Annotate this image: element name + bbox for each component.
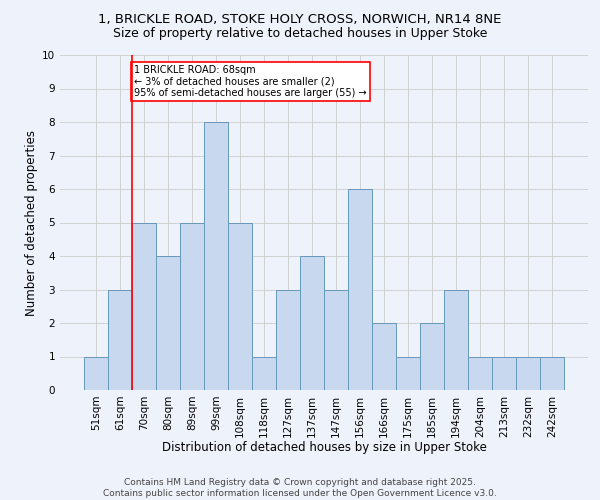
Bar — [132, 222, 156, 390]
Bar — [156, 256, 180, 390]
Bar — [420, 323, 444, 390]
Bar — [516, 356, 540, 390]
Bar — [324, 290, 348, 390]
Text: 1 BRICKLE ROAD: 68sqm
← 3% of detached houses are smaller (2)
95% of semi-detach: 1 BRICKLE ROAD: 68sqm ← 3% of detached h… — [134, 65, 367, 98]
Text: Contains HM Land Registry data © Crown copyright and database right 2025.
Contai: Contains HM Land Registry data © Crown c… — [103, 478, 497, 498]
Bar — [372, 323, 396, 390]
Text: Size of property relative to detached houses in Upper Stoke: Size of property relative to detached ho… — [113, 28, 487, 40]
Bar — [468, 356, 492, 390]
Bar — [348, 189, 372, 390]
Bar — [444, 290, 468, 390]
Bar — [300, 256, 324, 390]
Bar — [492, 356, 516, 390]
Bar — [396, 356, 420, 390]
Bar — [276, 290, 300, 390]
Bar — [204, 122, 228, 390]
Bar — [84, 356, 108, 390]
Y-axis label: Number of detached properties: Number of detached properties — [25, 130, 38, 316]
Bar — [108, 290, 132, 390]
X-axis label: Distribution of detached houses by size in Upper Stoke: Distribution of detached houses by size … — [161, 441, 487, 454]
Bar — [180, 222, 204, 390]
Bar — [252, 356, 276, 390]
Bar — [540, 356, 564, 390]
Bar — [228, 222, 252, 390]
Text: 1, BRICKLE ROAD, STOKE HOLY CROSS, NORWICH, NR14 8NE: 1, BRICKLE ROAD, STOKE HOLY CROSS, NORWI… — [98, 12, 502, 26]
